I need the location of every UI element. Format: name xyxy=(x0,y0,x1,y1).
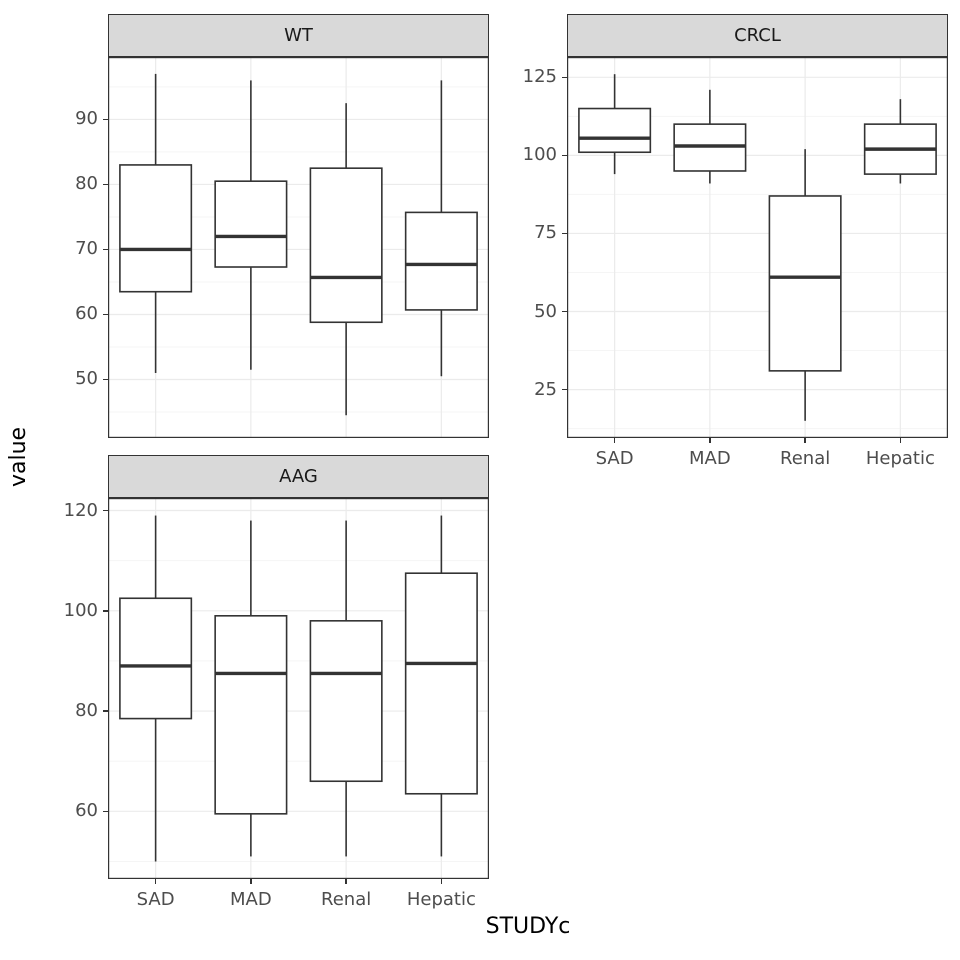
facet-plot-wt xyxy=(108,57,489,438)
y-tick-label: 50 xyxy=(75,368,98,390)
boxplot-crcl-sad xyxy=(578,74,652,175)
box-iqr xyxy=(119,597,193,720)
y-tick-label: 100 xyxy=(522,144,557,166)
x-tick-mark xyxy=(154,879,157,884)
box-iqr xyxy=(214,615,288,815)
box-iqr xyxy=(578,107,652,154)
y-tick-mark xyxy=(103,710,108,712)
x-tick-mark xyxy=(804,438,806,443)
facet-strip-label-aag: AAG xyxy=(279,466,318,487)
y-tick-mark xyxy=(103,118,108,121)
box-iqr xyxy=(404,572,478,795)
y-tick-mark xyxy=(103,810,108,813)
x-tick-label: Renal xyxy=(321,889,372,910)
x-tick-mark xyxy=(250,879,252,884)
y-tick-label: 60 xyxy=(75,303,98,325)
x-tick-label: SAD xyxy=(595,448,634,469)
box-iqr xyxy=(768,195,842,372)
y-tick-label: 120 xyxy=(63,499,98,521)
x-tick-label: MAD xyxy=(689,448,731,469)
y-tick-mark xyxy=(103,183,108,186)
facet-panel-crcl xyxy=(567,57,948,438)
boxplot-wt-renal xyxy=(309,103,383,416)
y-tick-mark xyxy=(103,248,108,251)
x-tick-label: Renal xyxy=(780,448,831,469)
x-axis-title: STUDYc xyxy=(485,914,571,939)
y-tick-label: 70 xyxy=(75,238,98,260)
boxplot-crcl-renal xyxy=(768,149,842,421)
y-tick-mark xyxy=(562,388,567,391)
x-tick-label: Hepatic xyxy=(865,448,935,469)
y-tick-label: 100 xyxy=(63,599,98,621)
facet-plot-crcl xyxy=(567,57,948,438)
y-tick-label: 50 xyxy=(534,300,557,322)
y-tick-label: 80 xyxy=(75,700,98,722)
y-tick-mark xyxy=(562,310,567,313)
y-tick-mark xyxy=(562,232,567,235)
boxplot-crcl-hepatic xyxy=(863,99,937,184)
facet-panel-wt xyxy=(108,57,489,438)
boxplot-wt-sad xyxy=(119,73,193,373)
boxplot-wt-hepatic xyxy=(404,80,478,377)
box-iqr xyxy=(214,180,288,268)
facet-panel-aag xyxy=(108,498,489,879)
y-axis-title: value xyxy=(6,426,31,488)
x-tick-mark xyxy=(899,438,902,443)
facet-strip-aag: AAG xyxy=(108,455,489,498)
y-tick-mark xyxy=(103,313,108,316)
box-iqr xyxy=(404,211,478,311)
y-tick-mark xyxy=(103,610,108,612)
y-tick-label: 80 xyxy=(75,173,98,195)
facet-strip-crcl: CRCL xyxy=(567,14,948,57)
facet-strip-label-wt: WT xyxy=(284,25,313,46)
boxplot-wt-mad xyxy=(214,80,288,370)
y-tick-mark xyxy=(562,76,567,79)
y-tick-label: 125 xyxy=(522,66,557,88)
y-tick-label: 90 xyxy=(75,108,98,130)
box-iqr xyxy=(309,167,383,324)
facet-plot-aag xyxy=(108,498,489,879)
x-tick-mark xyxy=(709,438,711,443)
y-tick-mark xyxy=(103,378,108,381)
panel-border xyxy=(108,498,489,879)
x-tick-mark xyxy=(345,879,347,884)
panel-border xyxy=(108,57,489,438)
facet-strip-wt: WT xyxy=(108,14,489,57)
box-iqr xyxy=(119,164,193,293)
y-tick-label: 60 xyxy=(75,800,98,822)
x-tick-label: Hepatic xyxy=(406,889,476,910)
y-tick-mark xyxy=(103,509,108,512)
y-tick-mark xyxy=(562,154,567,157)
panel-border xyxy=(567,57,948,438)
boxplot-aag-hepatic xyxy=(404,515,478,857)
x-tick-mark xyxy=(440,879,443,884)
boxplot-aag-sad xyxy=(119,515,193,862)
y-tick-label: 25 xyxy=(534,378,557,400)
facet-strip-label-crcl: CRCL xyxy=(734,25,781,46)
boxplot-crcl-mad xyxy=(673,89,747,184)
x-tick-label: SAD xyxy=(136,889,175,910)
x-tick-label: MAD xyxy=(230,889,272,910)
x-tick-mark xyxy=(613,438,616,443)
boxplot-aag-renal xyxy=(309,520,383,857)
boxplot-aag-mad xyxy=(214,520,288,857)
box-iqr xyxy=(309,620,383,783)
y-tick-label: 75 xyxy=(534,222,557,244)
